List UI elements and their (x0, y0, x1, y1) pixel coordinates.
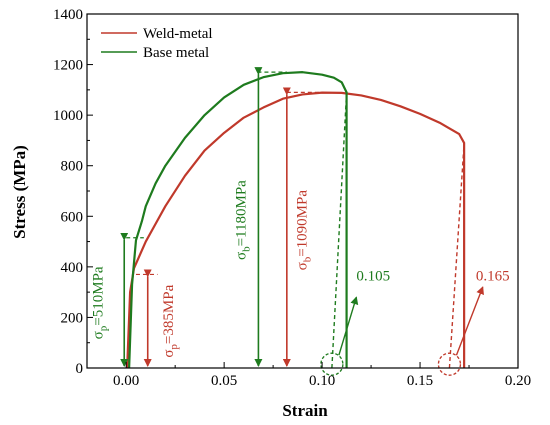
arrow-label: σp=385MPa (161, 284, 180, 357)
arrow-value: =1180MPa (234, 180, 250, 247)
arrow-label: σb=1090MPa (294, 190, 313, 271)
arrow-value: =385MPa (161, 284, 177, 344)
series-line-weld-metal (126, 91, 466, 369)
arrow-label-text: σp=510MPa (91, 266, 110, 339)
sigma-subscript: p (98, 325, 110, 331)
annotations-layer: 0.105 0.165 (320, 269, 510, 376)
sigma-symbol: σ (234, 252, 250, 260)
series-line-base-metal (128, 71, 348, 369)
y-tick-label: 1200 (53, 58, 83, 74)
sigma-symbol: σ (91, 331, 107, 339)
y-tick-label: 800 (61, 159, 84, 175)
sigma-subscript: b (301, 256, 313, 262)
unloading-line (448, 142, 465, 369)
y-axis-label: Stress (MPa) (10, 145, 29, 239)
x-tick-label: 0.15 (407, 373, 433, 389)
y-tick-label: 0 (76, 361, 84, 377)
x-tick-label: 0.10 (309, 373, 335, 389)
y-tick-label: 1400 (53, 7, 83, 23)
annotation-arrow (455, 286, 484, 356)
arrow-value: =510MPa (91, 266, 107, 326)
arrow-label-text: σp=385MPa (161, 284, 180, 357)
annotation-label: 0.105 (356, 269, 390, 285)
curves-layer (126, 71, 466, 369)
arrow-label: σp=510MPa (91, 266, 110, 339)
x-axis-label: Strain (282, 401, 328, 420)
y-tick-label: 200 (61, 310, 84, 326)
sigma-subscript: b (241, 246, 253, 252)
x-tick-label: 0.00 (113, 373, 139, 389)
x-tick-label: 0.20 (505, 373, 531, 389)
unloading-line (331, 92, 348, 369)
legend-label: Weld-metal (143, 26, 213, 42)
arrow-value: =1090MPa (294, 190, 310, 257)
y-tick-label: 1000 (53, 108, 83, 124)
annotation-circle (437, 352, 462, 376)
arrow-label-text: σb=1180MPa (234, 180, 253, 260)
sigma-symbol: σ (161, 350, 177, 358)
legend: Weld-metal Base metal (101, 26, 213, 61)
sigma-symbol: σ (294, 262, 310, 270)
guides-layer (126, 71, 323, 276)
legend-label: Base metal (143, 45, 209, 61)
y-tick-label: 400 (61, 260, 84, 276)
annotation-arrow (338, 296, 359, 356)
ticks-layer: 0.00 0.05 0.10 0.15 0.20 0 200 400 600 800 1000 120… (53, 7, 531, 389)
annotation-label: 0.165 (476, 269, 510, 285)
arrow-label: σb=1180MPa (234, 180, 253, 260)
arrow-label-text: σb=1090MPa (294, 190, 313, 271)
x-tick-label: 0.05 (211, 373, 237, 389)
y-tick-label: 600 (61, 209, 84, 225)
sigma-subscript: p (168, 344, 180, 350)
annotation-circle (320, 352, 344, 376)
